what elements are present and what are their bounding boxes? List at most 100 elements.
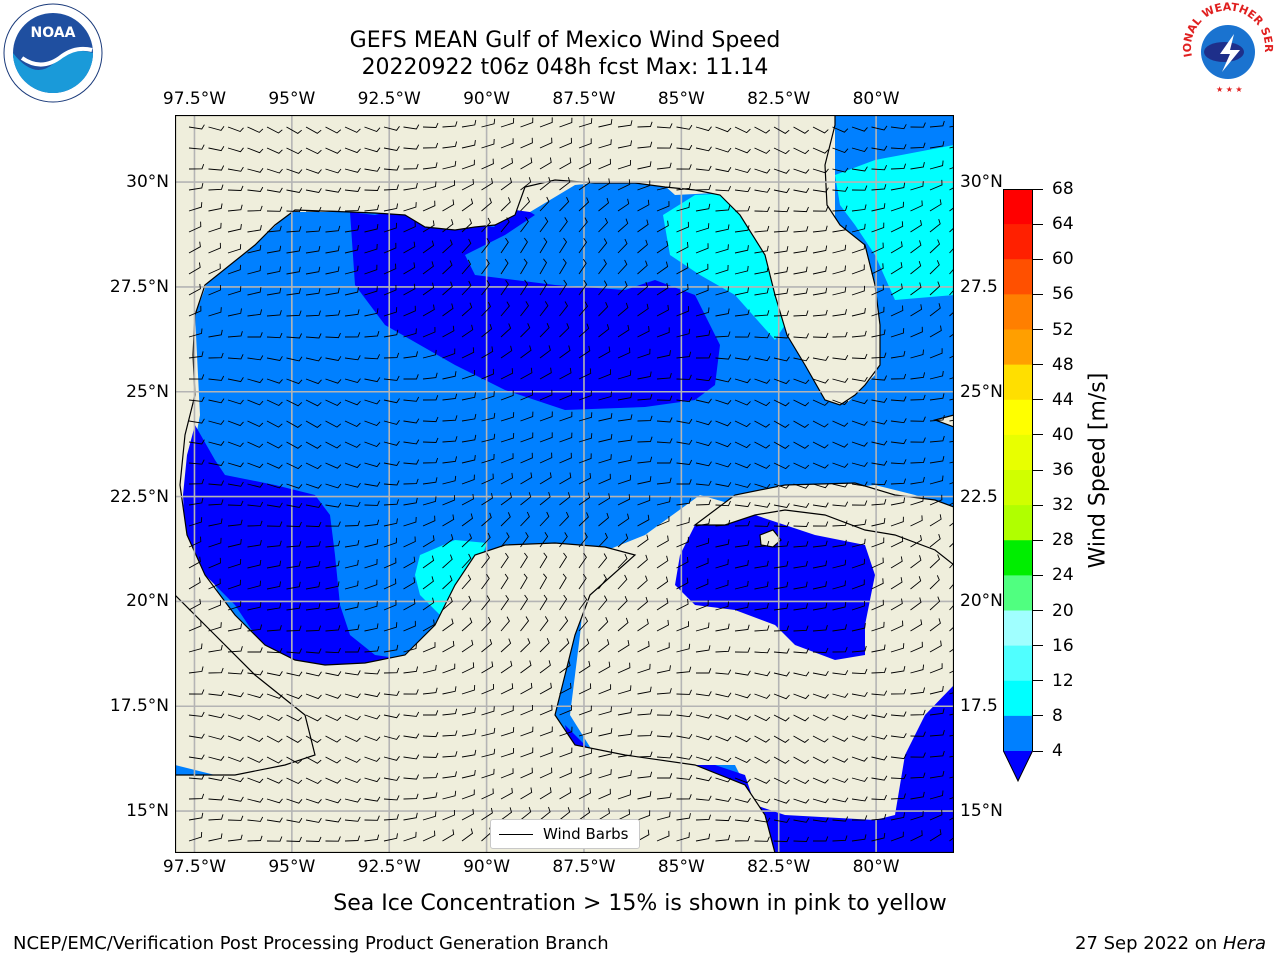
wind-barb [305,521,322,528]
wind-barb [364,579,378,590]
wind-barb [559,177,571,191]
wind-barb [539,258,548,275]
wind-barb [305,561,321,569]
wind-barb [598,259,607,275]
wind-barb [656,811,671,821]
wind-barb [520,237,528,254]
wind-barb [656,417,673,423]
wind-barb [929,260,940,275]
wind-barb [539,767,553,779]
wind-barb [754,287,769,296]
wind-barb [500,787,513,800]
wind-barb [773,798,790,804]
wind-barb [910,731,926,737]
wind-barb [773,441,790,449]
wind-barb [773,581,789,590]
wind-barb [871,125,888,131]
wind-barb [403,536,416,548]
wind-barb [676,712,693,718]
wind-barb [364,420,381,427]
wind-barb [188,221,202,233]
wind-barb [383,622,398,632]
wind-barb [247,147,264,154]
wind-barb [559,237,568,254]
lat-tick-left-4: 20°N [126,591,169,612]
wind-barb [442,260,453,275]
colorbar-tickmark [1033,680,1043,682]
wind-barb [890,396,907,402]
lon-tick-top-5: 85°W [657,89,705,109]
wind-barb [695,735,712,741]
wind-barb [559,390,572,401]
wind-barb [676,813,691,821]
wind-barb [403,516,417,527]
wind-barb [208,263,221,275]
wind-barb [305,581,321,590]
wind-barb [208,184,224,191]
wind-barb [403,182,418,191]
wind-barb [598,532,608,548]
wind-barb [461,434,477,443]
wind-barb [910,372,926,380]
wind-barb [481,433,496,443]
wind-barb [422,261,434,275]
wind-barb [695,756,712,762]
wind-barb [266,777,283,784]
wind-barb [500,552,509,569]
wind-band-below-4-north [350,205,720,410]
wind-barb [266,714,283,722]
wind-barb [383,284,397,296]
wind-barb [461,140,476,149]
wind-barb [520,177,532,191]
wind-barb [344,580,359,590]
wind-barb [461,553,472,569]
wind-barb [286,266,301,275]
wind-barb [598,473,611,485]
wind-barb [929,790,944,800]
wind-barb [715,834,731,842]
wind-barb [422,515,436,527]
wind-barb [754,187,771,193]
wind-barb [715,579,729,590]
wind-barb [851,166,868,172]
wind-barb [442,554,453,569]
wind-barb [227,126,244,133]
wind-barb [910,200,923,212]
wind-barb [793,206,809,213]
wind-barb [325,310,341,317]
wind-barb [364,519,380,527]
wind-barb [481,346,494,359]
wind-barb [851,441,868,447]
wind-barb [695,165,712,171]
wind-barb [305,420,322,428]
wind-barb [481,197,492,212]
wind-barb [578,138,592,149]
wind-barb [461,574,472,590]
wind-barb [403,711,420,717]
wind-barb [188,478,205,485]
wind-barb [520,552,528,569]
wind-barb [325,798,342,804]
wind-barb [227,331,243,338]
wind-barb [929,281,941,296]
wind-barb [481,368,494,380]
wind-barb [481,453,495,464]
wind-barb [851,399,868,405]
wind-barb [481,301,492,317]
wind-barb [266,671,283,677]
wind-barb [734,332,751,338]
wind-barb [500,472,513,485]
wind-barb [481,323,493,338]
wind-barb [403,733,420,739]
colorbar-segment-15 [1003,715,1033,752]
wind-barb [793,187,810,194]
colorbar-tickmark [1033,574,1043,576]
wind-barb [929,456,945,464]
wind-barb [559,279,568,296]
wind-barb [520,345,532,359]
wind-barb [617,435,633,443]
wind-barb [325,266,340,275]
wind-barb [637,641,650,653]
wind-barb [832,601,847,611]
wind-barb [598,553,608,569]
